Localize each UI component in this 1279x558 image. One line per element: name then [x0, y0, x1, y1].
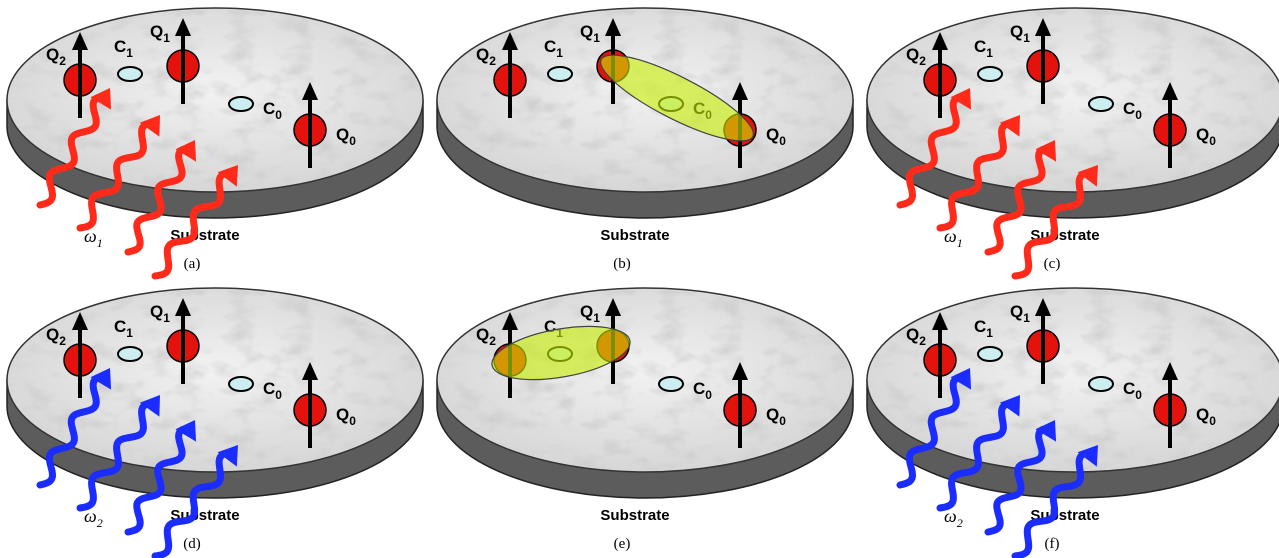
- element-label-sub: 0: [705, 388, 712, 402]
- element-label-sub: 2: [59, 334, 66, 348]
- element-label-main: Q: [46, 45, 59, 64]
- element-label-sub: 0: [1135, 388, 1142, 402]
- element-label-main: Q: [580, 22, 593, 41]
- element-label-main: C: [1123, 99, 1135, 118]
- element-label-sub: 0: [349, 414, 356, 428]
- element-label-sub: 0: [275, 108, 282, 122]
- frequency-label-main: ω: [944, 506, 957, 526]
- frequency-label-sub: 2: [957, 516, 963, 530]
- element-label-main: Q: [1196, 125, 1209, 144]
- element-label-main: Q: [1196, 405, 1209, 424]
- element-label-main: Q: [46, 325, 59, 344]
- element-label-main: C: [1123, 379, 1135, 398]
- element-label-main: C: [693, 379, 705, 398]
- element-label-main: C: [114, 37, 126, 56]
- element-label-sub: 1: [163, 31, 170, 45]
- caption: (e): [614, 536, 631, 552]
- substrate-label: Substrate: [600, 227, 669, 244]
- coupler: [659, 377, 683, 391]
- element-label-sub: 2: [919, 334, 926, 348]
- element-label-main: C: [114, 317, 126, 336]
- element-label-sub: 2: [59, 54, 66, 68]
- element-label-main: Q: [906, 45, 919, 64]
- element-label-sub: 0: [1209, 414, 1216, 428]
- panel: Q2C1Q1C0Q0Substrateω2(d): [7, 288, 423, 556]
- frequency-label-main: ω: [84, 506, 97, 526]
- caption: (d): [183, 536, 201, 552]
- element-label-main: C: [263, 379, 275, 398]
- frequency-label: ω2: [944, 506, 963, 530]
- element-label-sub: 0: [349, 134, 356, 148]
- element-label-sub: 2: [489, 54, 496, 68]
- coupler: [978, 67, 1002, 81]
- element-label-sub: 1: [556, 46, 563, 60]
- frequency-label-main: ω: [84, 226, 97, 246]
- element-label-main: Q: [580, 302, 593, 321]
- caption: (b): [613, 256, 631, 272]
- element-label-sub: 2: [489, 334, 496, 348]
- element-label-main: Q: [766, 125, 779, 144]
- element-label-sub: 1: [593, 31, 600, 45]
- caption: (f): [1045, 536, 1060, 552]
- substrate-label: Substrate: [600, 507, 669, 524]
- element-label-main: Q: [336, 125, 349, 144]
- element-label-main: C: [974, 317, 986, 336]
- coupler: [1089, 97, 1113, 111]
- element-label-sub: 1: [593, 311, 600, 325]
- element-label-main: Q: [336, 405, 349, 424]
- frequency-label: ω2: [84, 506, 103, 530]
- frequency-label-sub: 1: [97, 236, 103, 250]
- element-label-main: C: [544, 37, 556, 56]
- element-label-sub: 1: [986, 326, 993, 340]
- coupler: [548, 67, 572, 81]
- element-label-main: Q: [476, 45, 489, 64]
- panel: Q2C1Q1C0Q0Substrateω2(f): [867, 288, 1279, 556]
- element-label-sub: 0: [779, 414, 786, 428]
- element-label-sub: 0: [1209, 134, 1216, 148]
- caption: (c): [1044, 256, 1061, 272]
- figure: Q2C1Q1C0Q0Substrateω1(a)Q2C1Q1C0Q0Substr…: [0, 0, 1279, 558]
- element-label-main: Q: [150, 22, 163, 41]
- coupler: [229, 97, 253, 111]
- element-label-sub: 1: [986, 46, 993, 60]
- panel: Q2C1Q1C0Q0Substrateω1(c): [867, 8, 1279, 276]
- element-label-sub: 0: [275, 388, 282, 402]
- element-label-sub: 1: [126, 46, 133, 60]
- element-label-sub: 1: [1023, 311, 1030, 325]
- element-label-sub: 0: [779, 134, 786, 148]
- coupler: [118, 67, 142, 81]
- coupler: [1089, 377, 1113, 391]
- element-label-main: Q: [150, 302, 163, 321]
- element-label-sub: 1: [126, 326, 133, 340]
- substrate-veins: [439, 290, 851, 470]
- element-label-main: Q: [906, 325, 919, 344]
- element-label-main: Q: [766, 405, 779, 424]
- element-label-sub: 1: [1023, 31, 1030, 45]
- element-label-sub: 2: [919, 54, 926, 68]
- coupler: [118, 347, 142, 361]
- caption: (a): [184, 256, 201, 272]
- element-label-main: Q: [1010, 22, 1023, 41]
- frequency-label-sub: 1: [957, 236, 963, 250]
- element-label-main: Q: [476, 325, 489, 344]
- element-label-sub: 1: [163, 311, 170, 325]
- panel: Q2C1Q1C0Q0Substrate(b): [437, 8, 853, 272]
- element-label-main: C: [974, 37, 986, 56]
- frequency-label: ω1: [84, 226, 103, 250]
- element-label-sub: 0: [1135, 108, 1142, 122]
- element-label-main: Q: [1010, 302, 1023, 321]
- frequency-label: ω1: [944, 226, 963, 250]
- coupler: [229, 377, 253, 391]
- frequency-label-main: ω: [944, 226, 957, 246]
- element-label-main: C: [263, 99, 275, 118]
- frequency-label-sub: 2: [97, 516, 103, 530]
- coupler: [978, 347, 1002, 361]
